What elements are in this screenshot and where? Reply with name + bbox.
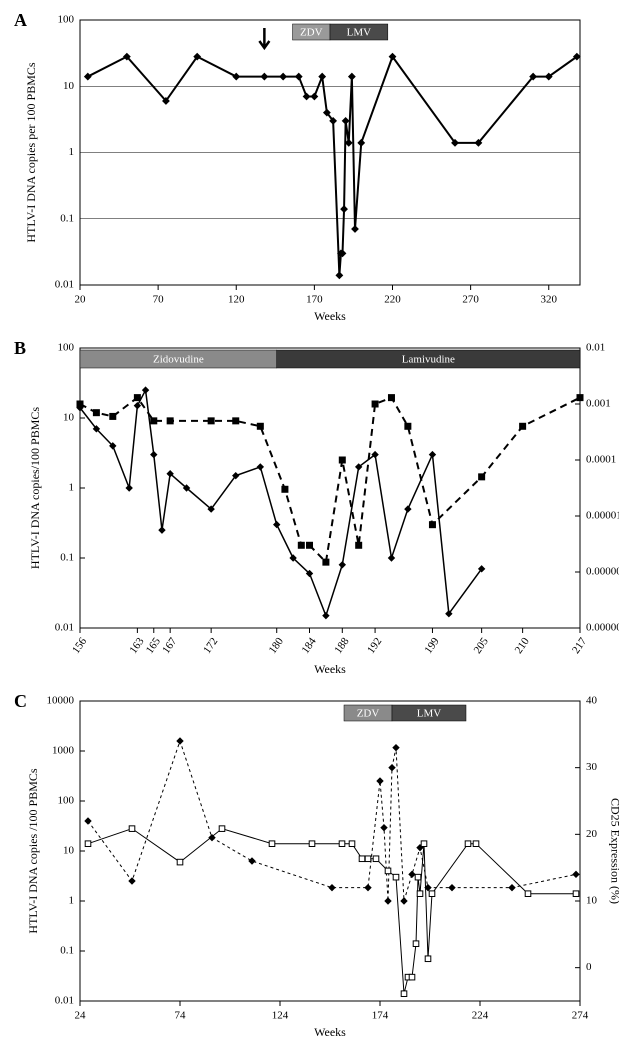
panel-c-chart: 0.01 0.1 1 10 100 1000 10000 0 10 20 30 40 24 74 124 17… <box>10 691 619 1046</box>
svg-text:163: 163 <box>127 635 147 656</box>
svg-text:320: 320 <box>541 294 558 306</box>
svg-text:205: 205 <box>472 635 492 656</box>
svg-text:170: 170 <box>306 294 323 306</box>
svg-text:40: 40 <box>586 695 598 707</box>
svg-text:120: 120 <box>228 294 245 306</box>
svg-text:0.1: 0.1 <box>60 552 74 564</box>
svg-text:Weeks: Weeks <box>314 1025 346 1039</box>
svg-text:174: 174 <box>372 1010 389 1022</box>
svg-text:20: 20 <box>586 828 598 840</box>
svg-text:30: 30 <box>586 761 598 773</box>
svg-text:220: 220 <box>384 294 401 306</box>
svg-text:Weeks: Weeks <box>314 309 346 323</box>
svg-text:224: 224 <box>472 1010 489 1022</box>
panel-a-label: A <box>14 10 27 31</box>
svg-text:LMV: LMV <box>417 708 442 720</box>
svg-text:100: 100 <box>58 342 75 354</box>
svg-text:184: 184 <box>299 635 319 656</box>
svg-text:167: 167 <box>160 635 180 656</box>
svg-text:0.01: 0.01 <box>55 279 74 291</box>
panel-a-chart: 0.01 0.1 1 10 100 20 70 120 170 220 270 320 Weeks HTL… <box>10 10 619 330</box>
panel-a: A 0.01 0.1 1 10 100 20 70 120 170 220 270 320 Weeks H… <box>10 10 609 330</box>
svg-text:217: 217 <box>570 635 590 656</box>
svg-text:156: 156 <box>70 635 90 656</box>
svg-text:Lamivudine: Lamivudine <box>402 354 455 366</box>
svg-text:10: 10 <box>63 80 75 92</box>
svg-text:70: 70 <box>153 294 165 306</box>
svg-text:1000: 1000 <box>52 745 75 757</box>
svg-text:124: 124 <box>272 1010 289 1022</box>
svg-text:ZDV: ZDV <box>357 708 380 720</box>
panel-c: C 0.01 0.1 1 10 100 1000 10000 0 10 20 30 40 24 74 124… <box>10 691 609 1046</box>
panel-b-label: B <box>14 338 26 359</box>
svg-text:180: 180 <box>267 635 287 656</box>
svg-text:Zidovudine: Zidovudine <box>153 354 204 366</box>
svg-text:0.001: 0.001 <box>586 398 611 410</box>
svg-text:0.1: 0.1 <box>60 212 74 224</box>
svg-text:210: 210 <box>513 635 533 656</box>
svg-text:0.000001: 0.000001 <box>586 566 619 578</box>
svg-text:100: 100 <box>58 795 75 807</box>
svg-text:0.0000001: 0.0000001 <box>586 622 619 634</box>
svg-text:270: 270 <box>462 294 479 306</box>
svg-text:100: 100 <box>58 14 75 26</box>
svg-text:10: 10 <box>63 412 75 424</box>
svg-text:Weeks: Weeks <box>314 662 346 676</box>
svg-text:192: 192 <box>365 636 384 656</box>
svg-text:172: 172 <box>201 636 220 656</box>
svg-text:0: 0 <box>586 961 592 973</box>
svg-text:74: 74 <box>175 1010 187 1022</box>
svg-text:10: 10 <box>586 895 598 907</box>
svg-text:0.01: 0.01 <box>55 622 74 634</box>
svg-text:274: 274 <box>572 1010 589 1022</box>
svg-text:199: 199 <box>422 635 442 656</box>
svg-text:1: 1 <box>69 146 75 158</box>
panel-b-chart: 0.01 0.1 1 10 100 0.0000001 0.000001 0.00001 0.0… <box>10 338 619 683</box>
svg-text:LMV: LMV <box>347 27 372 39</box>
svg-text:HTLV-I DNA copies/100 PBMCs: HTLV-I DNA copies/100 PBMCs <box>28 407 42 569</box>
svg-text:10: 10 <box>63 845 75 857</box>
svg-text:CD25 Expression (%): CD25 Expression (%) <box>608 798 619 904</box>
panel-c-label: C <box>14 691 27 712</box>
svg-text:HTLV-I DNA copies /100 PBMCs: HTLV-I DNA copies /100 PBMCs <box>26 768 40 933</box>
svg-text:24: 24 <box>75 1010 87 1022</box>
svg-text:0.01: 0.01 <box>586 342 605 354</box>
svg-text:165: 165 <box>144 635 164 656</box>
svg-text:0.0001: 0.0001 <box>586 454 616 466</box>
svg-text:0.1: 0.1 <box>60 945 74 957</box>
panel-b: B 0.010.11101000.00000010.0000010.000010… <box>10 338 609 683</box>
svg-text:188: 188 <box>332 635 352 656</box>
svg-text:0.01: 0.01 <box>55 995 74 1007</box>
svg-text:HTLV-I DNA copies per 100 PBMC: HTLV-I DNA copies per 100 PBMCs <box>24 62 38 242</box>
svg-text:0.00001: 0.00001 <box>586 510 619 522</box>
svg-text:1: 1 <box>69 482 75 494</box>
svg-text:ZDV: ZDV <box>300 27 323 39</box>
svg-text:20: 20 <box>75 294 87 306</box>
svg-text:1: 1 <box>69 895 75 907</box>
svg-text:10000: 10000 <box>47 695 75 707</box>
